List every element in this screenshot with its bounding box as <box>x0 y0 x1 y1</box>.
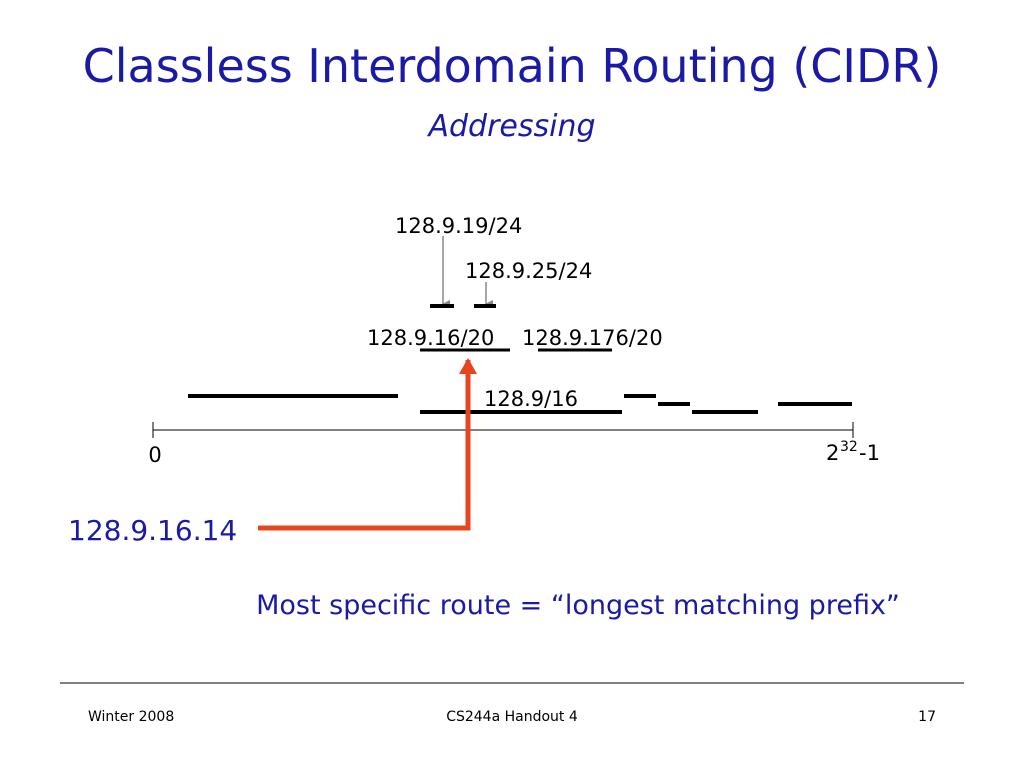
title: Classless Interdomain Routing (CIDR) <box>83 39 942 93</box>
axis-end-exponent: 32 <box>840 439 858 455</box>
prefix-label: 128.9.16/20 <box>367 326 494 350</box>
prefix-label: 128.9.25/24 <box>465 259 592 283</box>
prefix-label: 128.9.19/24 <box>395 214 522 238</box>
axis-start: 0 <box>148 443 161 467</box>
axis-end-base: 2 <box>826 441 839 465</box>
axis-end-suffix: -1 <box>859 441 880 465</box>
lookup-arrow <box>258 358 477 531</box>
footer-left: Winter 2008 <box>88 709 174 725</box>
note: Most specific route = “longest matching … <box>256 590 900 621</box>
prefix-label: 128.9.176/20 <box>522 326 663 350</box>
subtitle: Addressing <box>426 109 595 144</box>
prefix-ranges <box>188 304 852 414</box>
address: 128.9.16.14 <box>68 514 237 547</box>
footer-page: 17 <box>918 709 936 725</box>
address-axis <box>152 422 854 438</box>
footer-center: CS244a Handout 4 <box>446 709 578 725</box>
prefix-label: 128.9/16 <box>484 387 578 411</box>
